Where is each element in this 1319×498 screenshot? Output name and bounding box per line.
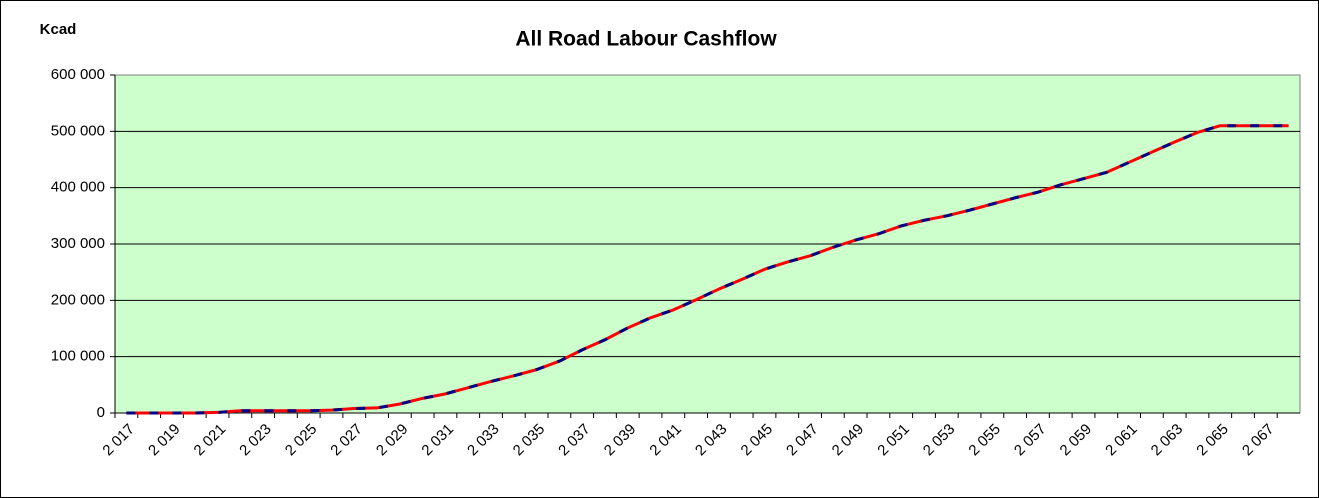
y-tick-label: 0 xyxy=(97,404,105,421)
y-tick-label: 600 000 xyxy=(51,66,105,83)
y-tick-label: 100 000 xyxy=(51,348,105,365)
y-axis-label: Kcad xyxy=(40,21,77,38)
y-tick-label: 200 000 xyxy=(51,291,105,308)
data-line xyxy=(126,124,1289,415)
y-tick-label: 500 000 xyxy=(51,122,105,139)
chart-title: All Road Labour Cashflow xyxy=(515,28,777,51)
y-tick-label: 400 000 xyxy=(51,179,105,196)
y-tick-label: 300 000 xyxy=(51,235,105,252)
